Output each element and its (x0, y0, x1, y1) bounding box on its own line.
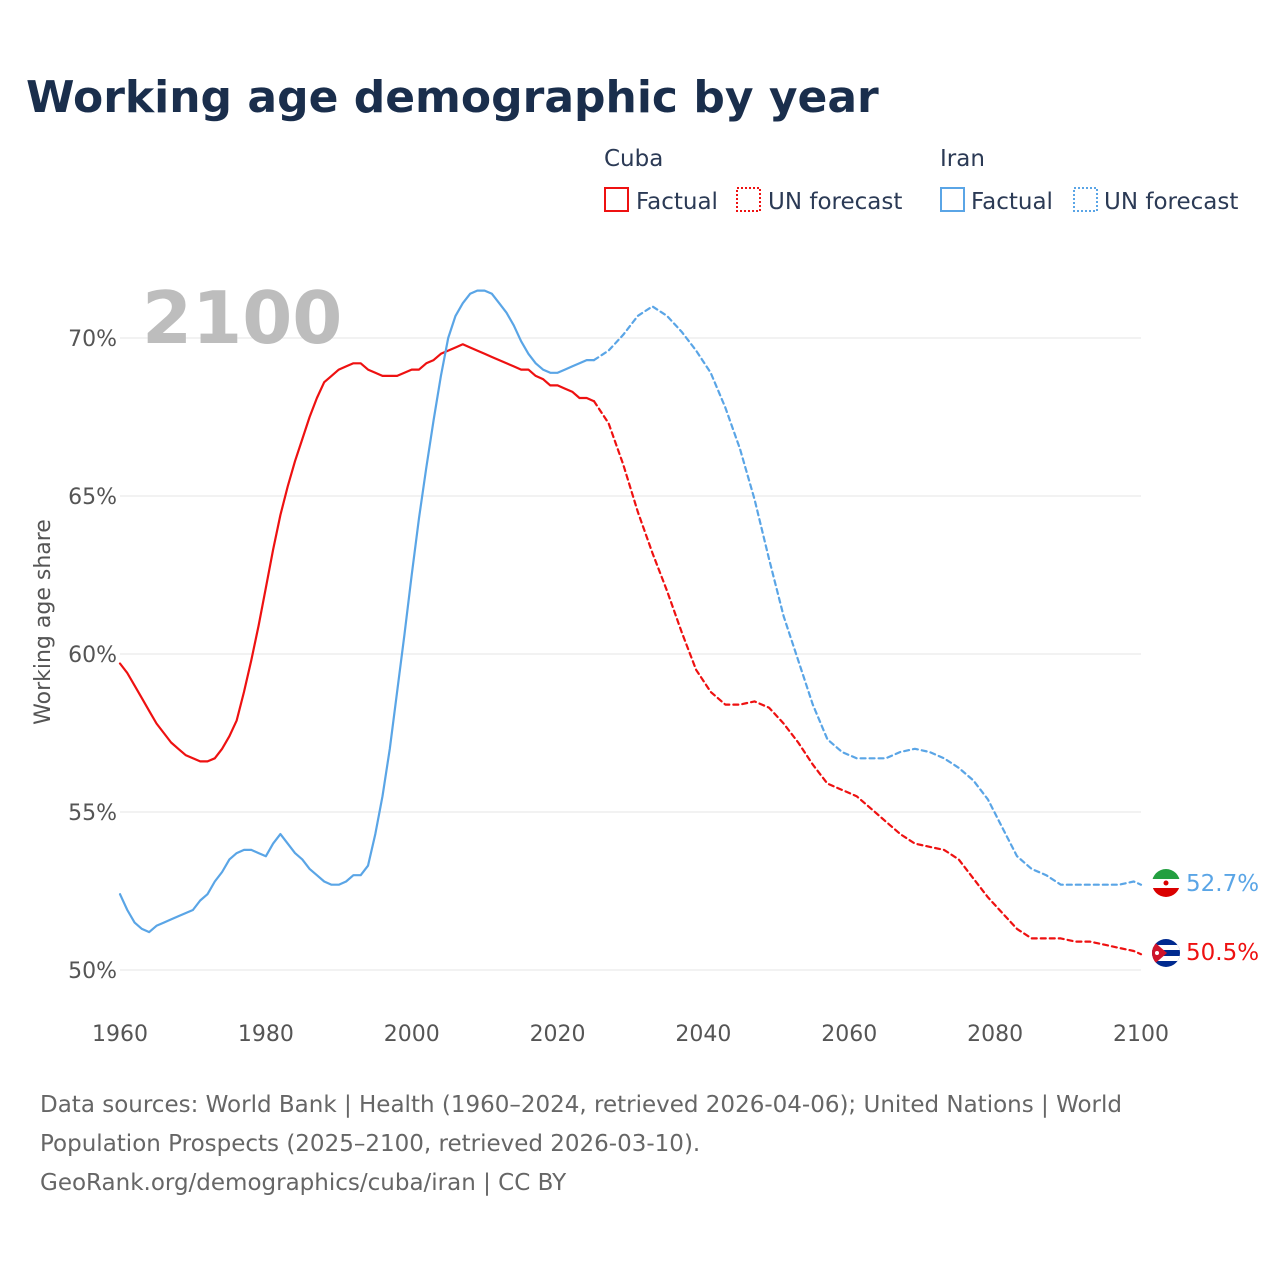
series-iran-forecast[interactable] (592, 305, 1143, 886)
y-axis-ticks: 50% 55% 60% 65% 70% (68, 327, 117, 984)
chart: Working age demographic by year Cuba Fac… (26, 72, 1259, 1047)
y-tick-label: 55% (68, 801, 117, 826)
y-axis-label: Working age share (31, 519, 56, 725)
series-cuba-factual[interactable] (118, 343, 596, 763)
x-tick-label: 2040 (675, 1022, 731, 1047)
legend-label-cuba-forecast[interactable]: UN forecast (768, 189, 902, 215)
y-tick-label: 70% (68, 327, 117, 352)
highlight-year-label: 2100 (142, 276, 342, 360)
y-tick-label: 65% (68, 485, 117, 510)
legend[interactable]: Cuba Factual UN forecast Iran Factual UN… (604, 146, 1238, 215)
legend-group-cuba: Cuba (604, 146, 663, 172)
cuba-end-label: 50.5% (1186, 940, 1259, 966)
legend-swatch-cuba-forecast[interactable] (736, 187, 761, 212)
source-line-1: Data sources: World Bank | Health (1960–… (40, 1092, 1122, 1157)
gridlines (120, 337, 1141, 971)
legend-group-iran: Iran (940, 146, 985, 172)
legend-swatch-iran-forecast[interactable] (1073, 187, 1098, 212)
x-axis-ticks: 1960 1980 2000 2020 2040 2060 2080 2100 (92, 1022, 1169, 1047)
legend-swatch-iran-factual[interactable] (940, 187, 965, 212)
legend-label-iran-forecast[interactable]: UN forecast (1104, 189, 1238, 215)
chart-title: Working age demographic by year (26, 72, 879, 123)
legend-swatch-cuba-factual[interactable] (604, 187, 629, 212)
series-iran-factual[interactable] (118, 289, 596, 934)
x-tick-label: 1980 (238, 1022, 294, 1047)
y-tick-label: 60% (68, 643, 117, 668)
series-lines (118, 289, 1143, 956)
x-tick-label: 2100 (1113, 1022, 1169, 1047)
x-tick-label: 2080 (967, 1022, 1023, 1047)
series-cuba-forecast[interactable] (592, 400, 1143, 956)
legend-label-cuba-factual[interactable]: Factual (636, 189, 718, 215)
x-tick-label: 2060 (821, 1022, 877, 1047)
source-notes: Data sources: World Bank | Health (1960–… (40, 1086, 1240, 1203)
iran-flag-marker (1152, 869, 1180, 897)
source-line-2[interactable]: GeoRank.org/demographics/cuba/iran | CC … (40, 1170, 567, 1196)
y-tick-label: 50% (68, 959, 117, 984)
iran-end-label: 52.7% (1186, 871, 1259, 897)
x-tick-label: 2020 (530, 1022, 586, 1047)
cuba-flag-marker (1152, 939, 1180, 967)
x-tick-label: 2000 (384, 1022, 440, 1047)
legend-label-iran-factual[interactable]: Factual (971, 189, 1053, 215)
x-tick-label: 1960 (92, 1022, 148, 1047)
